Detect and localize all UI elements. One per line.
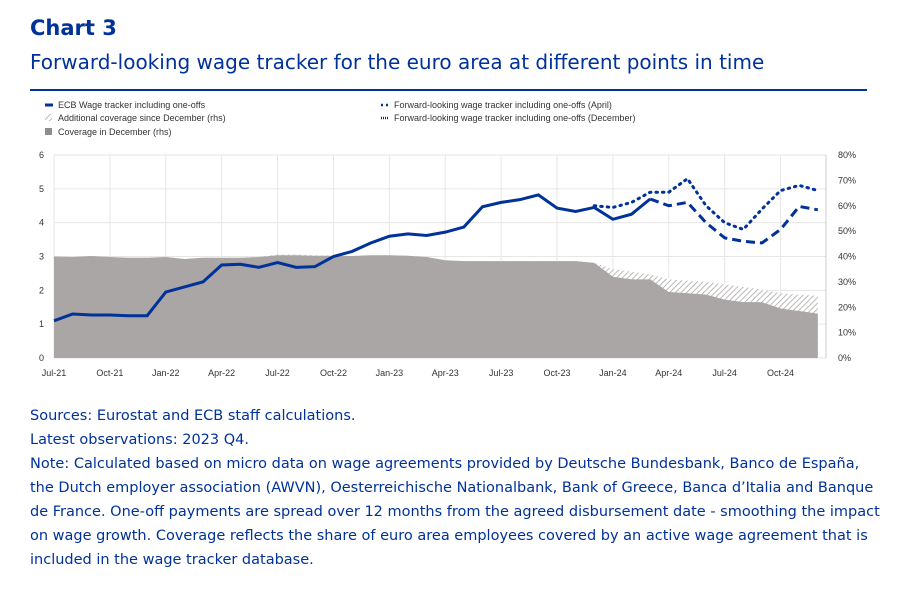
legend-label: Additional coverage since December (rhs) [58,113,226,123]
x-tick: Apr-23 [432,368,459,378]
x-tick: Jul-24 [712,368,737,378]
legend-hatch-icon [45,114,52,121]
y-left-tick: 4 [39,218,44,228]
chart-svg: ECB Wage tracker including one-offs Addit… [39,100,856,378]
y-right-tick: 50% [838,226,856,236]
y-left-tick: 0 [39,353,44,363]
x-tick: Oct-22 [320,368,347,378]
y-right-tick: 20% [838,302,856,312]
y-left-tick: 3 [39,252,44,262]
series-line-dashed [649,197,819,245]
notes: Sources: Eurostat and ECB staff calculat… [30,404,880,572]
x-tick: Jan-22 [152,368,180,378]
x-tick: Jul-22 [265,368,290,378]
y-left-tick: 6 [39,150,44,160]
note-text: Note: Calculated based on micro data on … [30,456,880,568]
chart-title: Forward-looking wage tracker for the eur… [30,50,765,74]
legend-label: ECB Wage tracker including one-offs [58,100,206,110]
y-right-tick: 80% [838,150,856,160]
x-tick: Jul-21 [42,368,67,378]
legend: ECB Wage tracker including one-offs Addit… [45,100,635,137]
coverage-december-area [54,255,818,358]
y-left-tick: 1 [39,319,44,329]
x-tick: Oct-23 [544,368,571,378]
x-tick: Jul-23 [489,368,514,378]
series-line-solid [53,193,652,323]
y-left-tick: 2 [39,285,44,295]
legend-label: Coverage in December (rhs) [58,127,172,137]
sources-text: Sources: Eurostat and ECB staff calculat… [30,408,356,424]
x-tick: Apr-24 [655,368,682,378]
x-tick: Jan-23 [376,368,404,378]
x-tick: Apr-22 [208,368,235,378]
x-tick: Jan-24 [599,368,627,378]
y-right-tick: 60% [838,201,856,211]
x-tick: Oct-21 [96,368,123,378]
legend-label: Forward-looking wage tracker including o… [394,113,635,123]
y-right-tick: 40% [838,252,856,262]
y-right-tick: 0% [838,353,851,363]
legend-area-icon [45,128,52,135]
latest-observations-text: Latest observations: 2023 Q4. [30,432,249,448]
legend-label: Forward-looking wage tracker including o… [394,100,612,110]
title-rule [30,89,867,91]
x-tick: Oct-24 [767,368,794,378]
series-line-dotted [592,176,820,232]
y-right-tick: 30% [838,277,856,287]
y-left-tick: 5 [39,184,44,194]
y-right-tick: 10% [838,328,856,338]
y-right-tick: 70% [838,175,856,185]
chart-number: Chart 3 [30,16,117,40]
